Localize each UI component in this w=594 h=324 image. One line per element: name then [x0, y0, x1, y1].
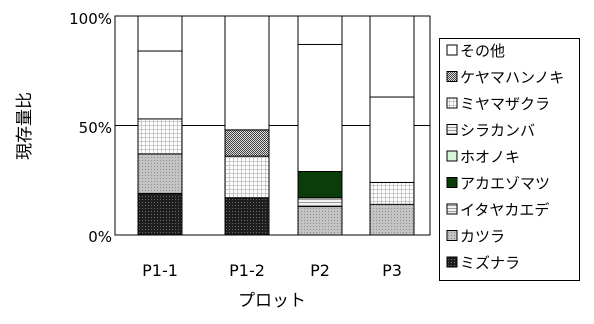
legend-label: ホオノキ [460, 148, 520, 166]
legend-label: シラカンバ [460, 122, 535, 140]
x-axis: P1-1 P1-2 P2 P3 [142, 261, 402, 280]
legend-swatch [446, 71, 458, 82]
bar-segment [137, 192, 183, 236]
legend-swatch [446, 256, 458, 268]
y-tick-label: 0% [88, 228, 112, 246]
legend-swatch [446, 203, 458, 215]
bar-segment [224, 155, 270, 199]
legend-label: ミズナラ [460, 254, 520, 272]
bar-segment [297, 43, 343, 172]
bar-segment [369, 181, 415, 205]
legend-swatch [446, 177, 458, 188]
legend-label: イタヤカエデ [460, 201, 549, 219]
legend-swatch [446, 230, 458, 241]
x-tick-label: P3 [382, 261, 402, 280]
y-axis: 100% 50% 0% 現存量比 [15, 10, 112, 246]
legend-swatch [446, 150, 458, 162]
x-tick-label: P2 [310, 261, 330, 280]
legend-label: アカエゾマツ [460, 175, 550, 193]
bar-segment [224, 197, 270, 236]
bar-segment [297, 206, 343, 236]
x-axis-title: プロット [238, 291, 306, 311]
y-tick-label: 100% [69, 10, 112, 28]
x-tick-label: P1-2 [229, 261, 265, 280]
legend: その他ケヤマハンノキミヤマザクラシラカンバホオノキアカエゾマツイタヤカエデカツラ… [439, 38, 580, 281]
y-axis-title: 現存量比 [15, 92, 35, 160]
bar-segment [137, 153, 183, 194]
bar-segment [297, 170, 343, 199]
legend-label: ケヤマハンノキ [460, 69, 564, 87]
legend-label: カツラ [460, 228, 505, 246]
y-tick-label: 50% [79, 119, 112, 137]
legend-swatch [446, 44, 458, 56]
legend-label: ミヤマザクラ [460, 95, 550, 113]
bar-segment [224, 15, 270, 131]
bar-segment [369, 96, 415, 183]
legend-swatch [446, 97, 458, 109]
bar-segment [224, 129, 270, 157]
legend-frame [439, 38, 580, 281]
legend-swatch [446, 124, 458, 135]
legend-label: その他 [460, 42, 505, 60]
x-tick-label: P1-1 [142, 261, 178, 280]
bars [137, 15, 415, 236]
bar-segment [137, 118, 183, 155]
